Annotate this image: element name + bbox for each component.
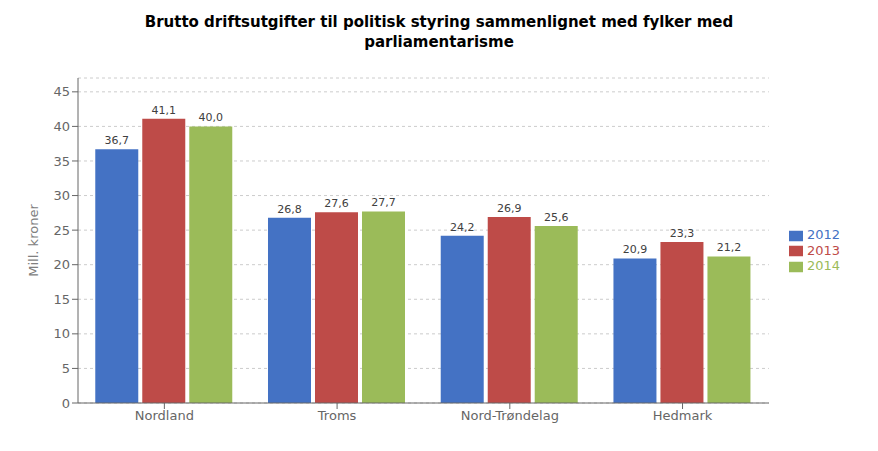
svg-text:40: 40: [53, 119, 70, 134]
svg-text:25: 25: [53, 223, 70, 238]
svg-text:21,2: 21,2: [717, 241, 742, 254]
svg-text:20,9: 20,9: [623, 243, 648, 256]
svg-text:26,8: 26,8: [277, 203, 302, 216]
svg-text:15: 15: [53, 292, 70, 307]
svg-text:Nord-Trøndelag: Nord-Trøndelag: [461, 408, 559, 423]
svg-text:36,7: 36,7: [105, 134, 130, 147]
svg-text:27,7: 27,7: [371, 196, 396, 209]
svg-text:23,3: 23,3: [670, 227, 695, 240]
svg-text:5: 5: [62, 361, 70, 376]
svg-text:27,6: 27,6: [324, 197, 349, 210]
svg-text:26,9: 26,9: [497, 202, 522, 215]
html-text:parliamentarisme: parliamentarisme: [364, 33, 514, 51]
svg-text:41,1: 41,1: [152, 104, 177, 117]
svg-text:Troms: Troms: [317, 408, 357, 423]
html-text:2014: 2014: [806, 258, 840, 274]
svg-text:24,2: 24,2: [450, 221, 475, 234]
html-text:Brutto driftsutgifter til poli: Brutto driftsutgifter til politisk styri…: [144, 13, 734, 31]
svg-text:Hedmark: Hedmark: [653, 408, 713, 423]
svg-text:0: 0: [62, 396, 70, 411]
svg-text:40,0: 40,0: [199, 111, 224, 124]
html-text:2013: 2013: [806, 242, 840, 258]
html-text:2012: 2012: [806, 227, 840, 243]
svg-text:10: 10: [53, 326, 70, 341]
svg-text:20: 20: [53, 257, 70, 272]
svg-text:35: 35: [53, 154, 70, 169]
svg-text:Mill. kroner: Mill. kroner: [26, 204, 41, 277]
svg-text:25,6: 25,6: [544, 211, 569, 224]
svg-text:Nordland: Nordland: [135, 408, 194, 423]
svg-text:30: 30: [53, 188, 70, 203]
svg-text:45: 45: [53, 84, 70, 99]
